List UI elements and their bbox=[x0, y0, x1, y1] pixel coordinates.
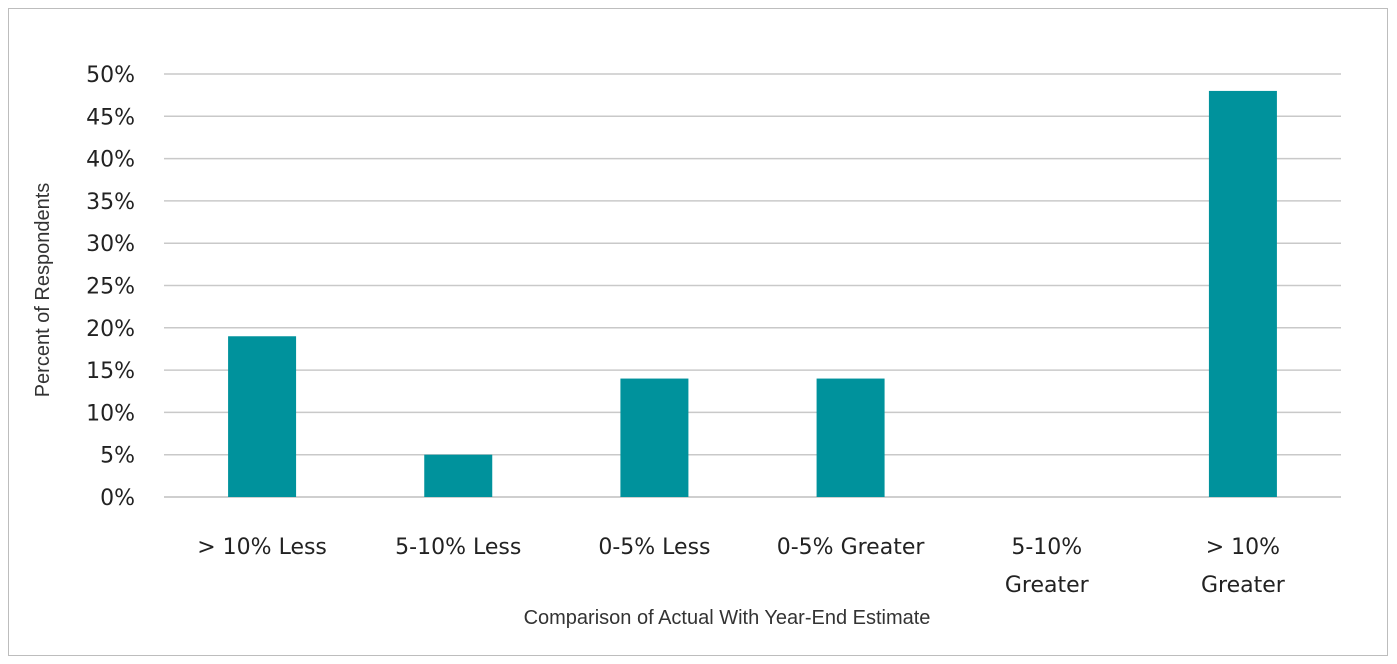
gridlines bbox=[164, 73, 1341, 498]
x-tick-label: 0-5% Greater bbox=[777, 535, 926, 560]
y-axis-ticks: 0% 5% 10% 15% 20% 25% 30% 35% 40% 45% 50% bbox=[86, 63, 135, 511]
x-tick-label: 0-5% Less bbox=[598, 535, 710, 560]
y-tick-label: 20% bbox=[86, 317, 135, 342]
x-axis-title: Comparison of Actual With Year-End Estim… bbox=[524, 607, 931, 629]
y-tick-label: 25% bbox=[86, 275, 135, 300]
y-tick-label: 40% bbox=[86, 148, 135, 173]
x-axis-ticks: > 10% Less 5-10% Less 0-5% Less 0-5% Greate… bbox=[197, 535, 1286, 598]
bars bbox=[228, 90, 1277, 498]
y-tick-label: 5% bbox=[100, 444, 135, 469]
bar bbox=[424, 454, 493, 497]
x-tick-label: 5-10% Less bbox=[395, 535, 521, 560]
x-tick-label: > 10% Less bbox=[197, 535, 327, 560]
y-tick-label: 30% bbox=[86, 232, 135, 257]
y-tick-label: 45% bbox=[86, 105, 135, 130]
x-tick-label: 5-10% Greater bbox=[1005, 535, 1090, 598]
bar bbox=[1208, 90, 1277, 498]
x-tick-label: > 10% Greater bbox=[1201, 535, 1286, 598]
bar bbox=[228, 336, 297, 497]
y-tick-label: 10% bbox=[86, 401, 135, 426]
y-tick-label: 0% bbox=[100, 486, 135, 511]
y-axis-title: Percent of Respondents bbox=[32, 183, 54, 398]
y-tick-label: 35% bbox=[86, 190, 135, 215]
y-tick-label: 15% bbox=[86, 359, 135, 384]
chart-frame: 0% 5% 10% 15% 20% 25% 30% 35% 40% 45% 50% > 10% Le… bbox=[8, 8, 1388, 656]
bar bbox=[620, 378, 689, 497]
bar-chart: 0% 5% 10% 15% 20% 25% 30% 35% 40% 45% 50% > 10% Le… bbox=[32, 63, 1341, 629]
y-tick-label: 50% bbox=[86, 63, 135, 88]
bar bbox=[816, 378, 885, 497]
